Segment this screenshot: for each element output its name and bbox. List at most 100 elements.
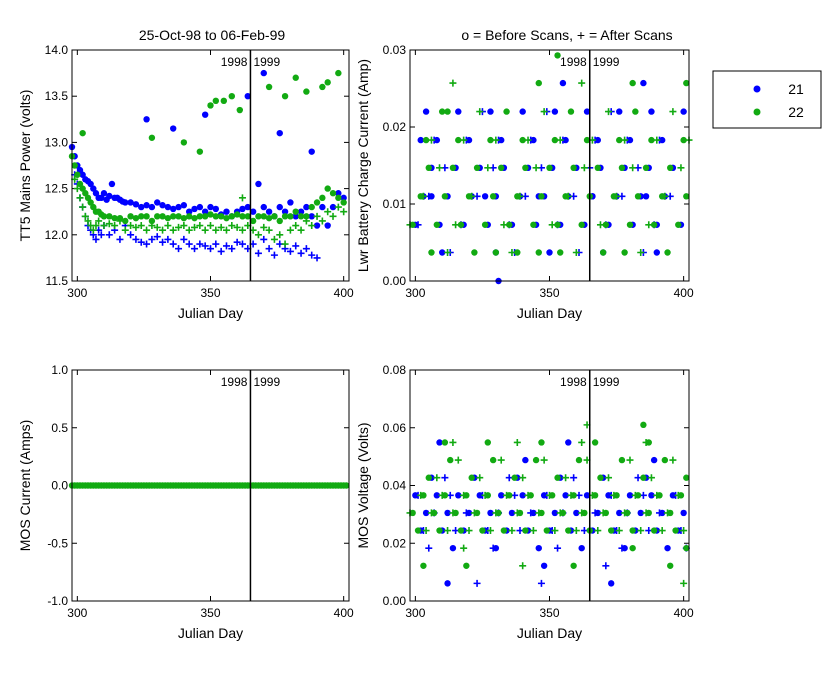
data-point [669, 456, 677, 464]
data-point [605, 474, 613, 482]
data-point [565, 527, 572, 534]
y-tick-label: 0.04 [383, 479, 407, 493]
data-point [637, 249, 645, 257]
data-point [175, 203, 182, 211]
data-point [201, 242, 209, 250]
data-point [567, 108, 575, 115]
data-point [540, 108, 548, 116]
data-point [79, 203, 87, 211]
data-point [436, 527, 443, 534]
data-point [97, 231, 105, 239]
data-point [191, 223, 199, 231]
data-point [270, 235, 278, 243]
data-point [84, 194, 92, 202]
y-tick-label: 12.5 [45, 182, 69, 196]
data-point [324, 208, 332, 216]
data-point [498, 492, 505, 499]
data-point [497, 456, 505, 464]
data-point [220, 97, 228, 105]
data-point [343, 482, 350, 489]
data-point [680, 527, 688, 535]
data-point [313, 212, 321, 220]
data-point [100, 222, 108, 230]
data-point [249, 208, 257, 215]
data-point [519, 492, 526, 499]
data-point [441, 193, 449, 200]
data-point [292, 222, 300, 230]
data-point [680, 579, 688, 587]
panel-battery-charge-current: 0.00 0.01 0.02 0.03 300 350 400 Julian Day Lwr B… [355, 43, 694, 321]
data-point [233, 238, 241, 246]
data-point [537, 579, 545, 587]
y-tick-label: 0.00 [383, 274, 407, 288]
y-tick-label: 13.5 [45, 89, 69, 103]
data-point [271, 213, 278, 220]
x-tick-label: 300 [405, 286, 425, 300]
data-point [444, 527, 452, 535]
data-point [427, 509, 435, 517]
data-point [570, 474, 578, 482]
data-point [674, 491, 682, 499]
data-point [565, 439, 572, 446]
data-point [287, 199, 294, 206]
data-point [422, 136, 430, 144]
data-point [217, 223, 225, 231]
panel-mains-power: 11.5 12.0 12.5 13.0 13.5 14.0 300 350 400 Julian … [17, 43, 354, 321]
y-axis-label: MOS Voltage (Volts) [355, 422, 371, 548]
data-point [508, 527, 516, 535]
data-point [608, 580, 615, 587]
data-point [621, 509, 629, 517]
y-tick-label: 0.03 [383, 43, 407, 57]
data-point [527, 509, 535, 517]
data-point [127, 213, 134, 220]
data-point [132, 201, 140, 208]
y-tick-label: -0.5 [47, 536, 68, 550]
data-point [233, 211, 241, 218]
data-point [548, 221, 556, 229]
data-point [640, 79, 647, 87]
data-point [265, 245, 273, 253]
data-point [433, 474, 441, 482]
data-point [535, 249, 542, 256]
data-point [417, 136, 424, 144]
data-point [207, 102, 214, 109]
data-point [281, 213, 289, 220]
data-point [127, 231, 135, 239]
data-point [143, 213, 150, 220]
data-point [444, 580, 451, 587]
data-point [297, 208, 305, 215]
data-point [143, 202, 150, 209]
data-point [207, 203, 214, 211]
data-point [132, 214, 140, 222]
data-point [629, 544, 636, 552]
data-point [626, 221, 634, 228]
data-point [318, 217, 326, 225]
data-point [201, 226, 209, 234]
y-tick-label: 1.0 [51, 363, 68, 377]
data-point [449, 438, 457, 446]
data-point [292, 208, 299, 215]
data-point [185, 240, 193, 248]
data-point [618, 456, 626, 464]
data-point [303, 88, 310, 95]
data-point [89, 226, 97, 234]
data-point [92, 222, 100, 230]
data-point [680, 509, 687, 517]
data-point [621, 136, 629, 144]
data-point [492, 136, 500, 144]
data-point [90, 203, 97, 211]
data-point [519, 562, 527, 570]
x-tick-label: 350 [200, 606, 220, 620]
panel-mos-voltage: 0.00 0.02 0.04 0.06 0.08 300 350 400 Julian Day M… [355, 363, 694, 641]
legend-marker-21 [753, 85, 761, 93]
y-axis-label: MOS Current (Amps) [17, 420, 33, 551]
data-point [334, 203, 342, 211]
data-point [238, 240, 246, 248]
data-point [228, 93, 236, 100]
data-point [629, 527, 636, 534]
data-point [335, 194, 342, 202]
data-point [447, 456, 454, 464]
plot-frame [409, 369, 690, 602]
data-point [164, 235, 172, 243]
data-point [642, 438, 650, 446]
